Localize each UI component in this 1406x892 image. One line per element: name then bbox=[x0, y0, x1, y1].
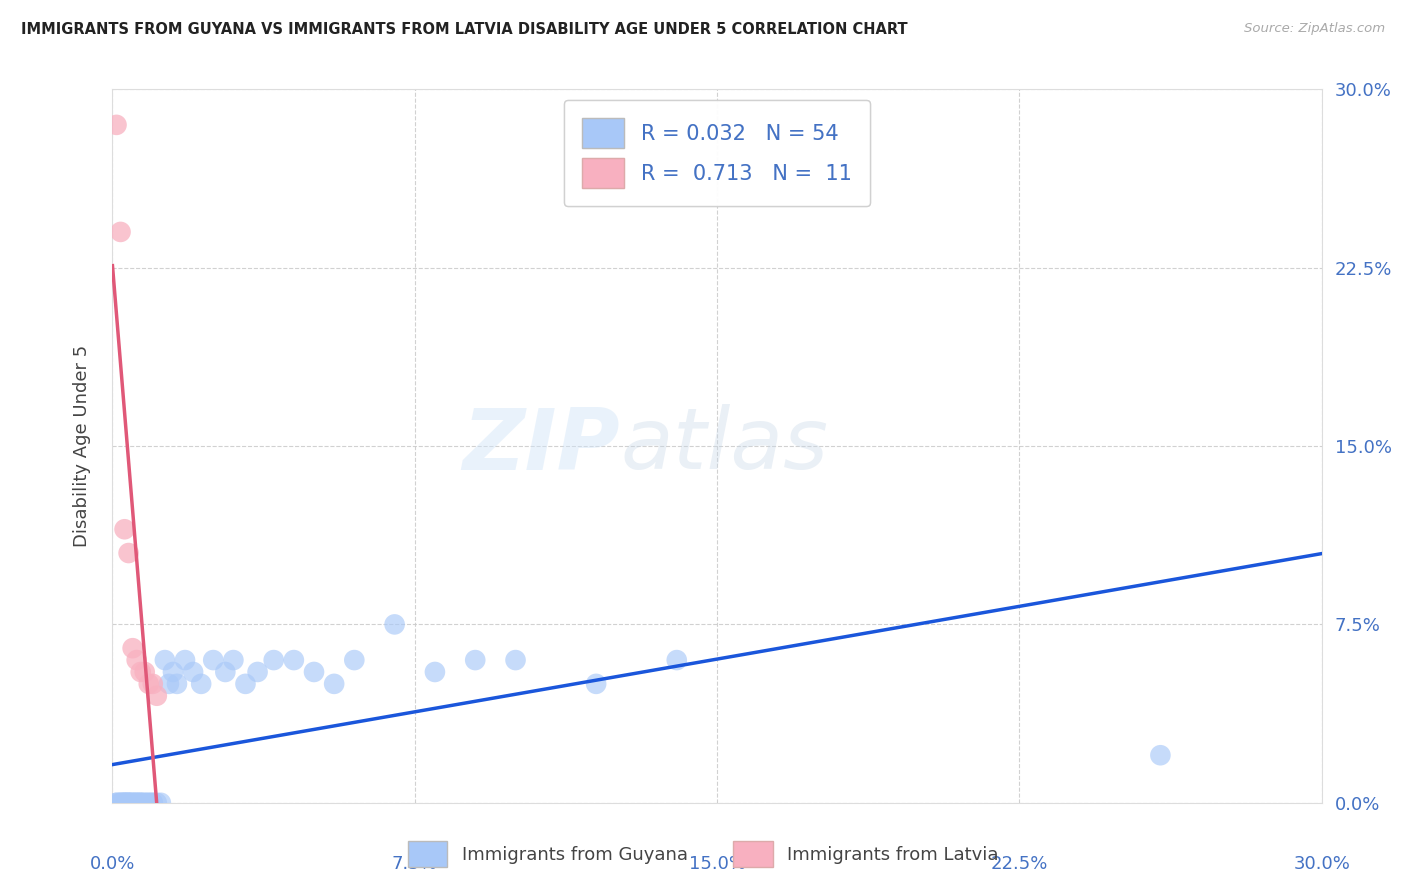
Point bbox=[117, 796, 139, 810]
Point bbox=[246, 665, 269, 679]
Point bbox=[114, 796, 136, 810]
Point bbox=[263, 653, 285, 667]
Text: Source: ZipAtlas.com: Source: ZipAtlas.com bbox=[1244, 22, 1385, 36]
Point bbox=[110, 796, 132, 810]
Point bbox=[129, 796, 152, 810]
Point bbox=[146, 689, 169, 703]
Point bbox=[129, 796, 152, 810]
Point bbox=[114, 796, 136, 810]
Point bbox=[121, 796, 143, 810]
Point bbox=[114, 796, 136, 810]
Point bbox=[117, 796, 139, 810]
Text: 0.0%: 0.0% bbox=[90, 855, 135, 873]
Point bbox=[283, 653, 305, 667]
Text: ZIP: ZIP bbox=[463, 404, 620, 488]
Point bbox=[121, 796, 143, 810]
Point bbox=[222, 653, 245, 667]
Point bbox=[384, 617, 406, 632]
Point bbox=[114, 796, 136, 810]
Point bbox=[464, 653, 486, 667]
Point bbox=[134, 665, 156, 679]
Point bbox=[105, 118, 128, 132]
Point bbox=[181, 665, 204, 679]
Point bbox=[423, 665, 446, 679]
Point bbox=[105, 796, 128, 810]
Point bbox=[134, 796, 156, 810]
Point bbox=[142, 796, 165, 810]
Point bbox=[110, 796, 132, 810]
Point bbox=[146, 796, 169, 810]
Point bbox=[121, 641, 143, 656]
Point bbox=[110, 225, 132, 239]
Point bbox=[505, 653, 527, 667]
Point bbox=[125, 796, 148, 810]
Point bbox=[129, 665, 152, 679]
Point bbox=[665, 653, 688, 667]
Legend: R = 0.032   N = 54, R =  0.713   N =  11: R = 0.032 N = 54, R = 0.713 N = 11 bbox=[564, 100, 870, 206]
Point bbox=[125, 653, 148, 667]
Point bbox=[125, 796, 148, 810]
Point bbox=[235, 677, 257, 691]
Point bbox=[202, 653, 225, 667]
Point bbox=[343, 653, 366, 667]
Point bbox=[138, 796, 160, 810]
Point bbox=[142, 796, 165, 810]
Point bbox=[190, 677, 212, 691]
Point bbox=[166, 677, 188, 691]
Text: 15.0%: 15.0% bbox=[689, 855, 745, 873]
Point bbox=[1149, 748, 1171, 763]
Point bbox=[302, 665, 325, 679]
Point bbox=[117, 546, 139, 560]
Text: IMMIGRANTS FROM GUYANA VS IMMIGRANTS FROM LATVIA DISABILITY AGE UNDER 5 CORRELAT: IMMIGRANTS FROM GUYANA VS IMMIGRANTS FRO… bbox=[21, 22, 908, 37]
Point bbox=[153, 653, 176, 667]
Point bbox=[125, 796, 148, 810]
Text: 7.5%: 7.5% bbox=[392, 855, 437, 873]
Point bbox=[585, 677, 607, 691]
Point bbox=[117, 796, 139, 810]
Point bbox=[110, 796, 132, 810]
Point bbox=[129, 796, 152, 810]
Y-axis label: Disability Age Under 5: Disability Age Under 5 bbox=[73, 345, 91, 547]
Point bbox=[162, 665, 184, 679]
Text: 30.0%: 30.0% bbox=[1294, 855, 1350, 873]
Point bbox=[117, 796, 139, 810]
Point bbox=[142, 677, 165, 691]
Point bbox=[157, 677, 180, 691]
Legend: Immigrants from Guyana, Immigrants from Latvia: Immigrants from Guyana, Immigrants from … bbox=[401, 834, 1005, 874]
Point bbox=[105, 796, 128, 810]
Point bbox=[121, 796, 143, 810]
Point bbox=[138, 796, 160, 810]
Point bbox=[323, 677, 346, 691]
Point bbox=[134, 796, 156, 810]
Point bbox=[114, 522, 136, 536]
Point bbox=[214, 665, 236, 679]
Point bbox=[149, 796, 172, 810]
Text: atlas: atlas bbox=[620, 404, 828, 488]
Point bbox=[138, 677, 160, 691]
Point bbox=[174, 653, 197, 667]
Text: 22.5%: 22.5% bbox=[991, 855, 1047, 873]
